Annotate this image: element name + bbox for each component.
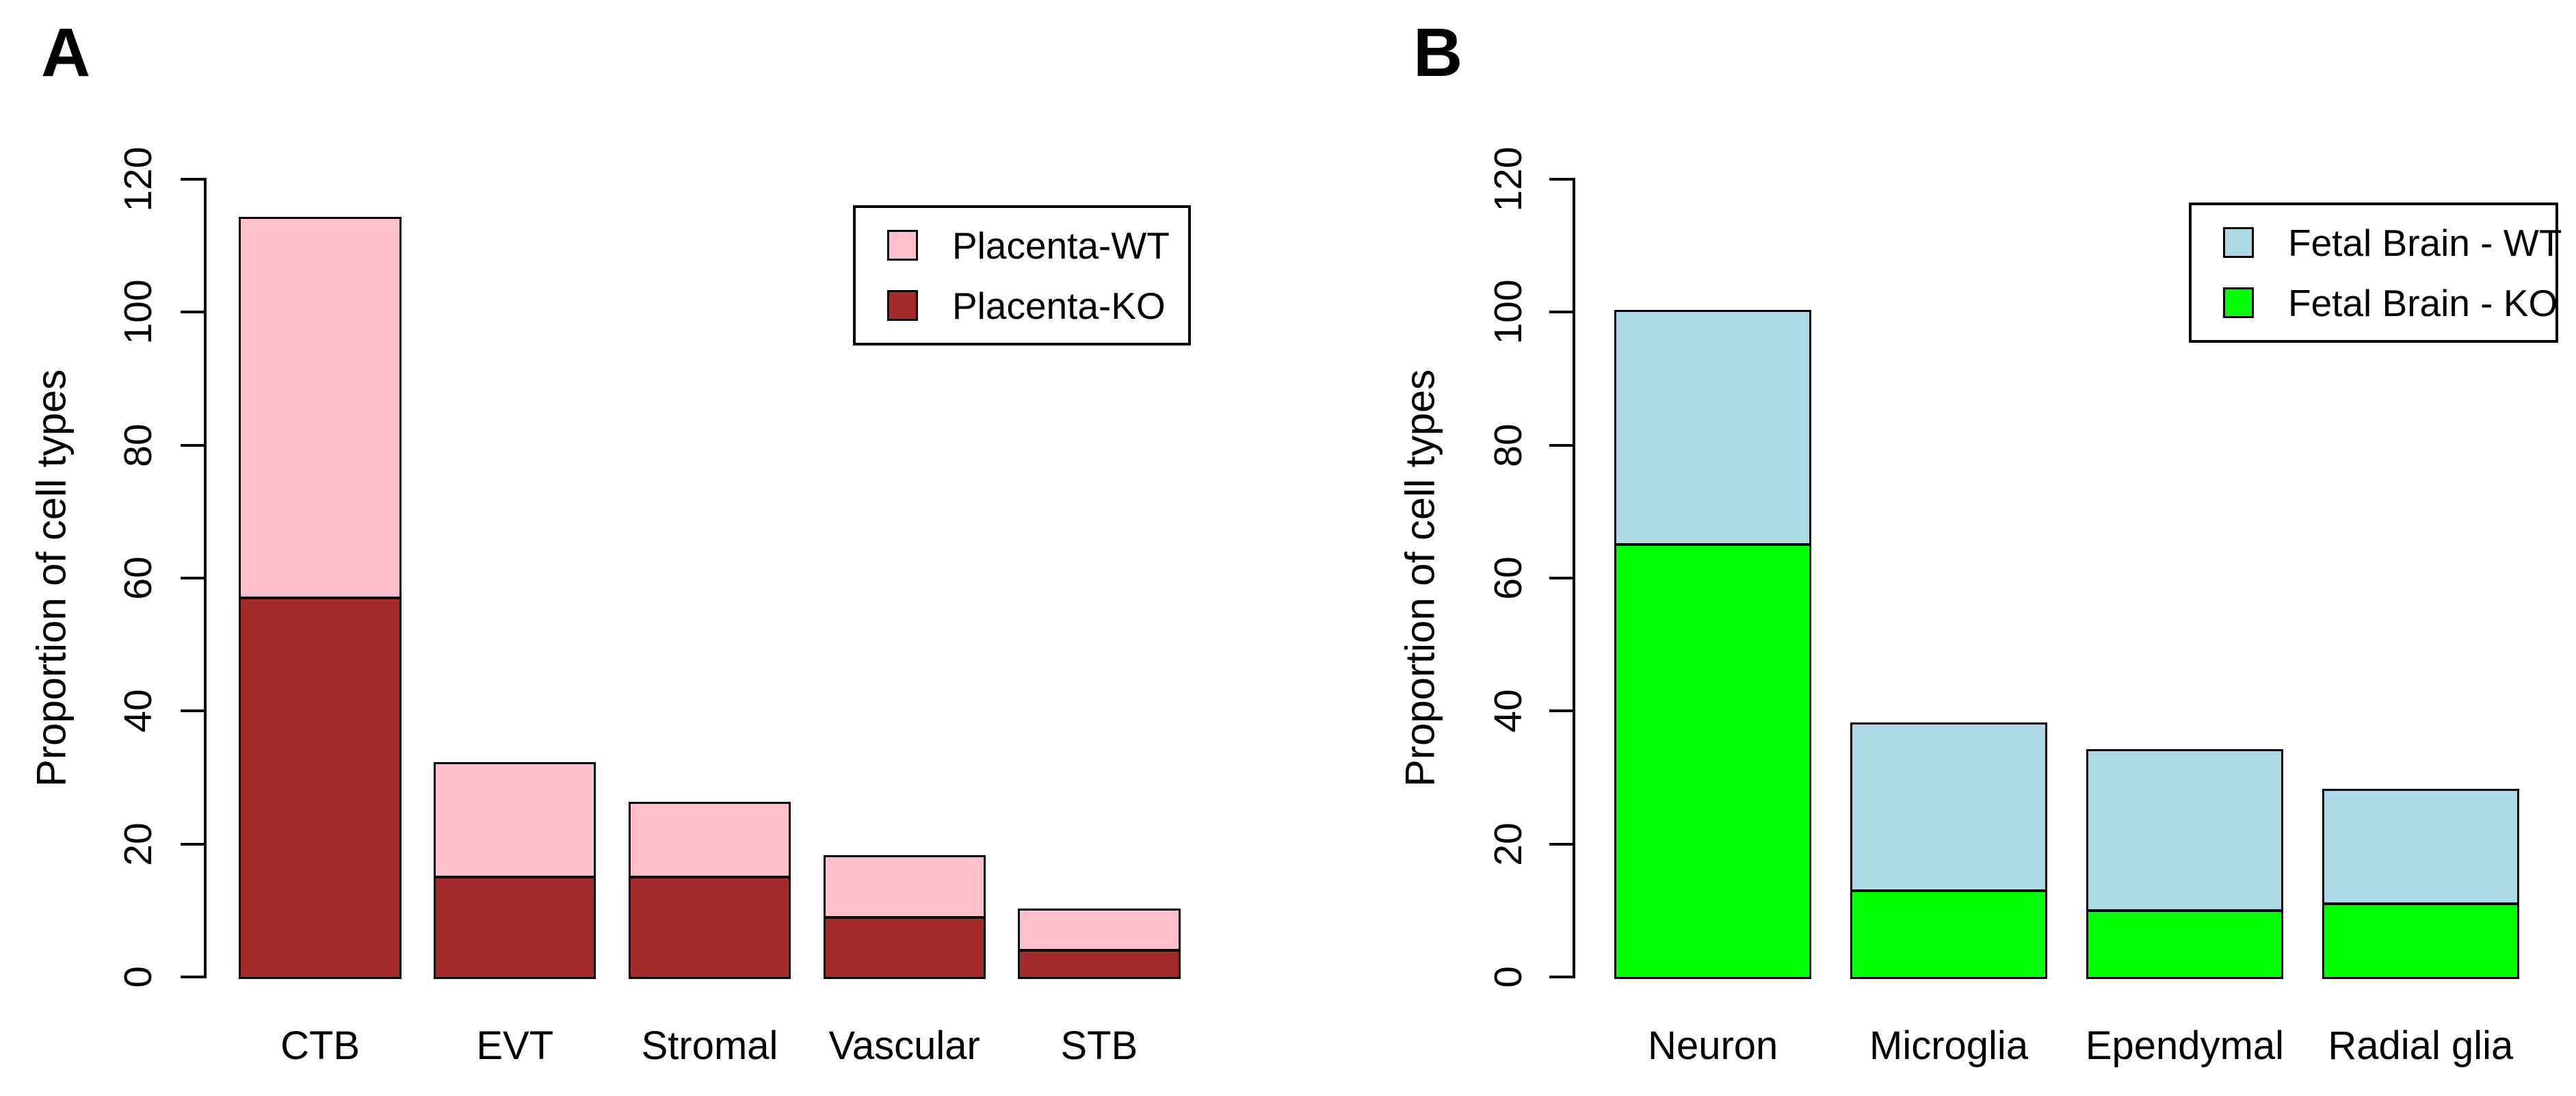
y-axis-title: Proportion of cell types	[28, 369, 75, 787]
x-axis-label-microglia: Microglia	[1869, 1023, 2029, 1068]
segment-fetal-brain-ko-ependymal	[2088, 909, 2281, 977]
segment-placenta-ko-evt	[436, 876, 594, 977]
x-axis-label-neuron: Neuron	[1648, 1023, 1778, 1068]
x-axis-label-stromal: Stromal	[641, 1023, 778, 1068]
y-axis-tick	[181, 577, 204, 579]
segment-placenta-ko-vascular	[825, 915, 984, 977]
segment-fetal-brain-ko-radial-glia	[2324, 902, 2517, 977]
legend-label-placenta-wt: Placenta-WT	[952, 224, 1170, 267]
bar-neuron	[1614, 310, 1811, 979]
legend-swatch-placenta-ko	[887, 290, 918, 321]
segment-placenta-ko-stb	[1020, 949, 1179, 977]
y-axis-tick-label: 40	[116, 689, 160, 733]
bar-stromal	[628, 802, 791, 979]
legend-label-fetal-brain-wt: Fetal Brain - WT	[2288, 221, 2562, 264]
y-axis-tick-label: 100	[116, 279, 160, 345]
x-axis-label-radial-glia: Radial glia	[2328, 1023, 2514, 1068]
y-axis-tick	[1549, 311, 1573, 314]
y-axis-tick	[1549, 178, 1573, 181]
y-axis-tick	[181, 709, 204, 713]
y-axis-line	[1573, 178, 1575, 978]
x-axis-label-stb: STB	[1060, 1023, 1138, 1068]
x-axis-label-vascular: Vascular	[828, 1023, 980, 1068]
legend-swatch-fetal-brain-wt	[2223, 227, 2254, 258]
bar-radial-glia	[2322, 788, 2519, 979]
x-axis-label-ctb: CTB	[280, 1023, 360, 1068]
y-axis-line	[204, 178, 207, 978]
y-axis-tick-label: 40	[1486, 689, 1530, 733]
y-axis-tick-label: 120	[116, 146, 160, 212]
bar-microglia	[1850, 722, 2047, 979]
y-axis-title: Proportion of cell types	[1397, 369, 1443, 787]
y-axis-tick-label: 20	[116, 822, 160, 866]
x-axis-label-ependymal: Ependymal	[2085, 1023, 2285, 1068]
legend-swatch-fetal-brain-ko	[2223, 287, 2254, 318]
panel-letter-b: B	[1413, 14, 1463, 91]
legend-entry-placenta-wt: Placenta-WT	[887, 224, 1188, 268]
legend-entry-fetal-brain-ko: Fetal Brain - KO	[2223, 281, 2558, 325]
y-axis-tick	[181, 842, 204, 846]
panel-letter-a: A	[41, 14, 91, 91]
bar-vascular	[823, 855, 986, 979]
legend-entry-placenta-ko: Placenta-KO	[887, 284, 1188, 328]
y-axis-tick	[1549, 577, 1573, 579]
segment-placenta-ko-ctb	[241, 597, 399, 977]
bar-evt	[434, 762, 596, 979]
legend-panel-a: Placenta-WT Placenta-KO	[853, 205, 1191, 345]
y-axis-tick-label: 60	[1486, 556, 1530, 600]
y-axis-tick	[181, 443, 204, 447]
bar-stb	[1018, 908, 1181, 979]
y-axis-tick	[181, 976, 204, 978]
y-axis-tick	[1549, 443, 1573, 447]
legend-label-placenta-ko: Placenta-KO	[952, 284, 1166, 327]
y-axis-tick-label: 100	[1486, 279, 1530, 345]
y-axis-tick	[1549, 842, 1573, 846]
segment-placenta-ko-stromal	[630, 876, 789, 977]
legend-swatch-placenta-wt	[887, 230, 918, 261]
segment-fetal-brain-ko-neuron	[1616, 543, 1809, 977]
y-axis-tick	[1549, 709, 1573, 713]
legend-panel-b: Fetal Brain - WT Fetal Brain - KO	[2189, 203, 2562, 343]
y-axis-tick-label: 20	[1486, 822, 1530, 866]
segment-fetal-brain-ko-microglia	[1852, 889, 2045, 977]
y-axis-tick-label: 60	[116, 556, 160, 600]
y-axis-tick	[181, 311, 204, 314]
y-axis-tick-label: 0	[116, 966, 160, 988]
legend-label-fetal-brain-ko: Fetal Brain - KO	[2288, 281, 2558, 324]
y-axis-tick	[181, 178, 204, 181]
y-axis-tick-label: 80	[116, 423, 160, 467]
legend-entry-fetal-brain-wt: Fetal Brain - WT	[2223, 221, 2562, 265]
x-axis-label-evt: EVT	[476, 1023, 554, 1068]
y-axis-tick	[1549, 976, 1573, 978]
y-axis-tick-label: 120	[1486, 146, 1530, 212]
y-axis-tick-label: 80	[1486, 423, 1530, 467]
y-axis-tick-label: 0	[1486, 966, 1530, 988]
bar-ependymal	[2086, 748, 2283, 979]
bar-ctb	[239, 217, 402, 979]
